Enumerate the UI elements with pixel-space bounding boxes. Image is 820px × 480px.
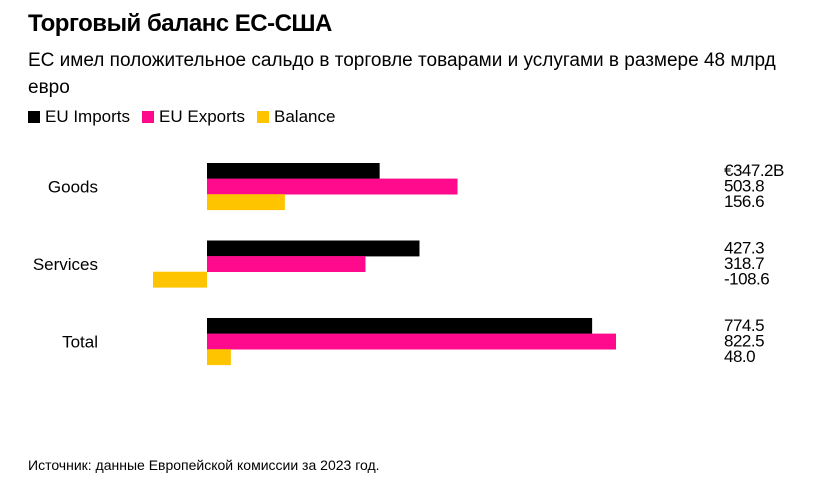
bar-balance (152, 271, 207, 288)
bar-eu-imports (207, 163, 380, 179)
bar-balance (207, 194, 285, 211)
value-label: 156.6 (724, 192, 764, 211)
legend-item-exports: EU Exports (142, 107, 245, 127)
category-label: Services (33, 255, 98, 274)
bar-eu-imports (207, 240, 420, 257)
chart-title: Торговый баланс ЕС-США (28, 10, 332, 37)
bar-eu-imports (207, 318, 593, 334)
bar-eu-exports (207, 256, 366, 272)
legend-swatch (142, 111, 155, 123)
legend-swatch (28, 111, 40, 123)
legend-label: EU Imports (45, 107, 131, 126)
bar-eu-exports (207, 333, 616, 350)
value-label: 503.8 (724, 177, 764, 196)
legend: EU Imports EU Exports Balance (28, 107, 335, 127)
value-label: -108.6 (724, 270, 769, 289)
bar-balance (207, 349, 231, 366)
legend-item-imports: EU Imports (28, 107, 130, 127)
value-label: 318.7 (724, 254, 764, 273)
category-label: Goods (48, 177, 98, 196)
value-label: 48.0 (724, 347, 755, 366)
value-label: 774.5 (724, 316, 764, 335)
value-label: 822.5 (724, 332, 764, 351)
value-label: 427.3 (724, 239, 764, 258)
legend-label: EU Exports (159, 107, 246, 126)
legend-item-balance: Balance (257, 107, 335, 127)
source-note: Источник: данные Европейской комиссии за… (28, 457, 380, 473)
legend-label: Balance (274, 107, 336, 126)
bar-eu-exports (207, 178, 458, 195)
chart-subtitle: ЕС имел положительное сальдо в торговле … (28, 50, 776, 98)
value-label: €347.2B (724, 161, 784, 180)
legend-swatch (257, 111, 270, 123)
category-label: Total (62, 332, 98, 351)
